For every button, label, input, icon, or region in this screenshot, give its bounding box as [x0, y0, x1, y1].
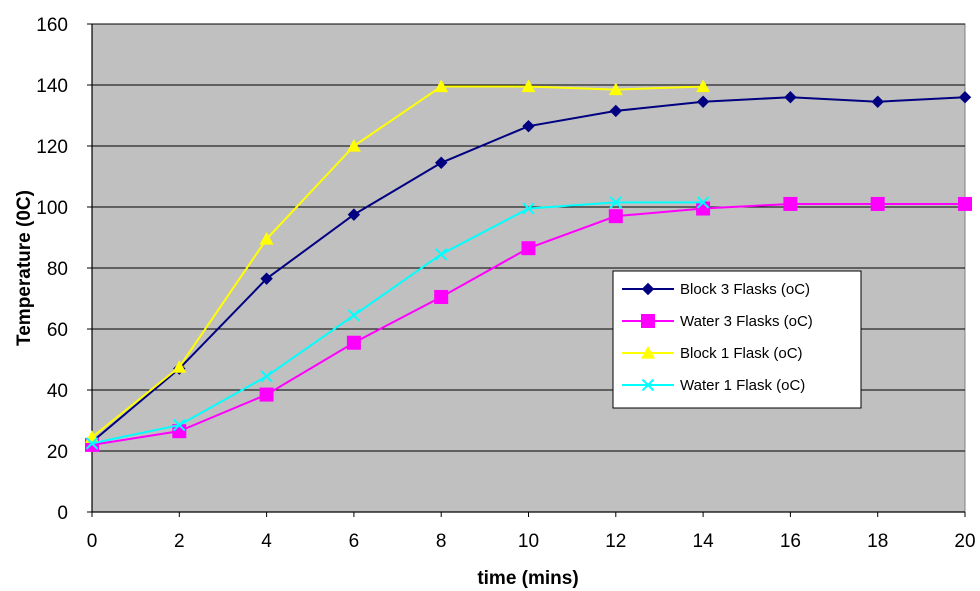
data-point [347, 309, 361, 322]
legend-label: Water 1 Flask (oC) [680, 377, 805, 394]
data-point-stroke [641, 378, 655, 392]
y-tick-label: 0 [57, 503, 68, 524]
x-tick-label: 14 [693, 531, 715, 552]
data-point [641, 346, 655, 359]
x-tick-label: 16 [780, 531, 801, 552]
data-point [696, 79, 711, 93]
x-tick-label: 20 [954, 531, 975, 552]
data-point [85, 437, 99, 450]
data-point-stroke [696, 196, 710, 209]
series-3 [85, 79, 711, 443]
legend-item: Water 3 Flasks (oC) [622, 313, 813, 330]
legend-item: Block 3 Flasks (oC) [622, 281, 810, 298]
legend-label: Block 1 Flask (oC) [680, 345, 803, 362]
series-line [91, 85, 704, 439]
data-point [871, 95, 884, 108]
data-point [173, 418, 186, 432]
data-point [641, 282, 655, 296]
legend-item: Water 1 Flask (oC) [622, 377, 805, 394]
data-point [609, 196, 623, 209]
data-point [346, 139, 361, 152]
data-point [641, 314, 655, 328]
x-tick-label: 6 [349, 531, 360, 552]
data-point-stroke [85, 437, 99, 450]
data-point-stroke [522, 202, 535, 215]
y-tick-label: 20 [47, 442, 68, 463]
data-point [958, 196, 972, 211]
data-point [259, 232, 274, 245]
data-point [784, 90, 797, 104]
y-tick-label: 120 [36, 137, 68, 158]
data-point [434, 248, 448, 261]
data-point [641, 378, 655, 392]
data-point [260, 370, 273, 383]
y-tick-label: 40 [47, 381, 68, 402]
series-layer [85, 79, 972, 452]
y-tick-label: 60 [47, 320, 68, 341]
data-point [521, 241, 536, 256]
y-tick-label: 80 [47, 259, 68, 280]
data-point [172, 360, 187, 373]
data-point [434, 156, 448, 169]
legend-item: Block 1 Flask (oC) [622, 345, 803, 362]
x-axis-title: time (mins) [477, 568, 578, 589]
y-axis-ticks: 0 20 40 60 80 100 120 140 160 [36, 15, 92, 524]
x-tick-label: 0 [87, 531, 98, 552]
data-point [346, 335, 361, 350]
y-axis-title: Temperature (0C) [14, 190, 35, 346]
data-point [521, 79, 536, 93]
x-tick-label: 4 [261, 531, 272, 552]
data-point [958, 90, 972, 104]
data-point [522, 119, 535, 133]
data-point [434, 79, 449, 93]
data-point [522, 202, 535, 215]
data-point [260, 272, 273, 285]
data-point [696, 95, 710, 108]
data-point-stroke [434, 248, 448, 261]
series-line [91, 201, 704, 445]
x-tick-label: 8 [436, 531, 447, 552]
y-tick-label: 160 [36, 15, 68, 36]
data-point [870, 196, 885, 211]
x-tick-label: 2 [174, 531, 185, 552]
data-point [259, 387, 274, 402]
data-point [608, 209, 623, 224]
data-point [347, 208, 361, 221]
y-tick-label: 100 [36, 198, 68, 219]
x-tick-label: 18 [867, 531, 888, 552]
x-tick-label: 10 [518, 531, 539, 552]
x-tick-label: 12 [605, 531, 626, 552]
data-point-stroke [260, 370, 273, 383]
data-point [783, 196, 798, 211]
data-point [609, 104, 623, 118]
data-point [434, 289, 449, 304]
data-point-stroke [347, 309, 361, 322]
legend-label: Block 3 Flasks (oC) [680, 281, 810, 298]
series-4 [85, 196, 710, 450]
legend-label: Water 3 Flasks (oC) [680, 313, 813, 330]
data-point [608, 82, 623, 96]
legend: Block 3 Flasks (oC) Water 3 Flasks (oC) Bl… [612, 270, 862, 409]
data-point [696, 196, 710, 209]
data-point-stroke [173, 418, 186, 432]
data-point-stroke [609, 196, 623, 209]
x-axis-ticks: 0 2 4 6 8 10 12 14 16 18 20 [87, 512, 976, 552]
y-tick-label: 140 [36, 76, 68, 97]
